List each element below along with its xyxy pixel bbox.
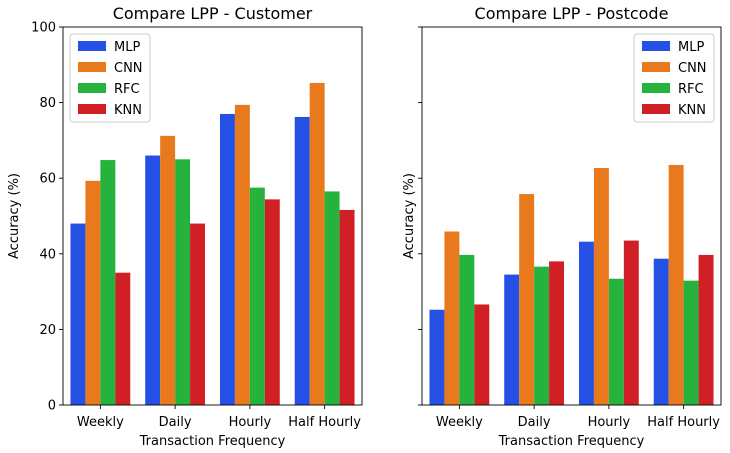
legend-label-cnn: CNN (114, 61, 143, 76)
x-tick-label: Weekly (77, 415, 124, 430)
y-tick-label: 80 (39, 96, 56, 111)
bar-knn-weekly (474, 304, 489, 405)
bar-knn-weekly (115, 273, 130, 405)
bar-cnn-hourly (594, 168, 609, 405)
y-axis-title: Accuracy (%) (7, 173, 22, 259)
y-tick-label: 20 (39, 323, 56, 338)
bar-mlp-half-hourly (295, 117, 310, 405)
bar-knn-daily (549, 261, 564, 405)
bar-rfc-daily (534, 267, 549, 405)
legend-swatch-cnn (78, 62, 106, 72)
legend-label-mlp: MLP (678, 40, 704, 55)
customer-chart-panel: Compare LPP - Customer Transaction Frequ… (7, 4, 362, 449)
bar-rfc-hourly (250, 188, 265, 405)
legend-label-mlp: MLP (114, 40, 140, 55)
legend-swatch-rfc (78, 83, 106, 93)
legend-swatch-knn (642, 104, 670, 114)
bar-mlp-daily (504, 275, 519, 405)
postcode-chart-panel: Compare LPP - Postcode Transaction Frequ… (402, 4, 721, 449)
bar-cnn-half-hourly (310, 83, 325, 405)
legend-swatch-knn (78, 104, 106, 114)
legend-label-rfc: RFC (114, 82, 140, 97)
bar-knn-half-hourly (699, 255, 714, 405)
legend-label-rfc: RFC (678, 82, 704, 97)
y-tick-label: 100 (31, 21, 56, 36)
legend: MLP CNN RFC KNN (70, 34, 150, 122)
bar-knn-daily (190, 224, 205, 405)
bar-rfc-weekly (100, 160, 115, 405)
x-axis-title: Transaction Frequency (498, 434, 645, 449)
chart-title: Compare LPP - Postcode (475, 4, 669, 23)
bar-cnn-daily (519, 194, 534, 405)
bar-rfc-daily (175, 159, 190, 405)
legend-label-knn: KNN (678, 103, 706, 118)
legend-label-knn: KNN (114, 103, 142, 118)
y-tick-label: 0 (48, 399, 56, 414)
x-tick-label: Hourly (588, 415, 631, 430)
x-tick-label: Daily (159, 415, 192, 430)
legend-swatch-rfc (642, 83, 670, 93)
x-axis-title: Transaction Frequency (139, 434, 286, 449)
bar-knn-hourly (265, 199, 280, 405)
x-tick-label: Hourly (229, 415, 272, 430)
bar-knn-hourly (624, 241, 639, 405)
bar-cnn-daily (160, 136, 175, 405)
legend-swatch-cnn (642, 62, 670, 72)
bar-rfc-weekly (459, 255, 474, 405)
legend-label-cnn: CNN (678, 61, 707, 76)
bar-rfc-hourly (609, 279, 624, 405)
bar-cnn-hourly (235, 105, 250, 405)
bar-cnn-weekly (85, 181, 100, 405)
legend-swatch-mlp (78, 41, 106, 51)
legend-swatch-mlp (642, 41, 670, 51)
y-tick-label: 40 (39, 247, 56, 262)
x-tick-label: Daily (518, 415, 551, 430)
legend: MLP CNN RFC KNN (634, 34, 714, 122)
x-tick-label: Weekly (436, 415, 483, 430)
bar-rfc-half-hourly (325, 191, 340, 405)
bar-mlp-hourly (579, 242, 594, 405)
chart-title: Compare LPP - Customer (113, 4, 313, 23)
y-axis-title: Accuracy (%) (402, 173, 417, 259)
bar-mlp-hourly (220, 114, 235, 405)
bar-mlp-daily (145, 156, 160, 405)
bar-knn-half-hourly (340, 210, 355, 405)
bar-mlp-weekly (70, 224, 85, 405)
bar-cnn-weekly (444, 232, 459, 406)
bar-mlp-half-hourly (654, 259, 669, 405)
y-tick-label: 60 (39, 172, 56, 187)
x-tick-label: Half Hourly (288, 415, 361, 430)
x-tick-label: Half Hourly (647, 415, 720, 430)
bar-cnn-half-hourly (669, 165, 684, 405)
bar-mlp-weekly (429, 310, 444, 405)
bar-rfc-half-hourly (684, 281, 699, 405)
